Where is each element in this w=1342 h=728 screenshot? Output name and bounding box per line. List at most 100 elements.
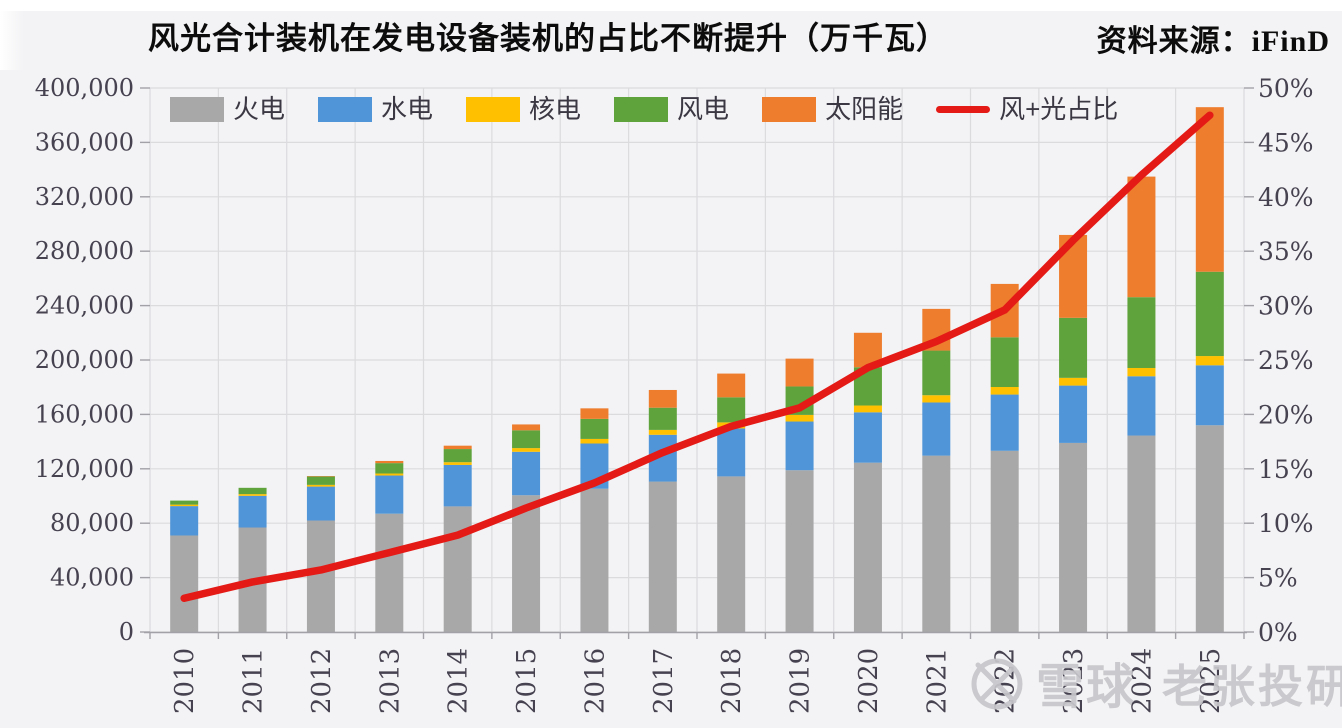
bar-segment-wind — [1059, 317, 1088, 378]
right-axis-tick-label: 35% — [1258, 237, 1314, 266]
right-axis-tick-label: 30% — [1258, 292, 1314, 321]
bar-segment-nuclear — [238, 494, 267, 496]
bar-segment-thermal — [785, 470, 814, 632]
bar-segment-nuclear — [306, 484, 335, 487]
bar-segment-nuclear — [1127, 367, 1156, 377]
year-label: 2013 — [375, 648, 405, 714]
right-axis-tick-label: 40% — [1258, 183, 1314, 212]
legend-item-wind: 风电 — [614, 96, 729, 122]
bar-segment-wind — [306, 476, 335, 485]
bar-segment-wind — [648, 407, 677, 430]
right-axis-labels: 0% 5% 10% 15% 20% 25% 30% 35% 40% 45% 50% — [1258, 74, 1314, 647]
year-label: 2011 — [239, 648, 269, 714]
bar-segment-nuclear — [1195, 356, 1224, 366]
bar-segment-wind — [512, 430, 541, 449]
bar-segment-solar — [512, 424, 541, 431]
left-axis-labels: 0 40,000 80,000 120,000 160,000 200,000 240,00… — [35, 74, 134, 646]
bar-segment-nuclear — [990, 387, 1019, 395]
bar-segment-thermal — [1195, 425, 1224, 632]
legend-swatch-wind — [614, 96, 669, 122]
legend-swatch-ratio-line — [936, 105, 991, 113]
left-axis-tick-label: 120,000 — [35, 455, 134, 483]
bar-segment-wind — [717, 397, 746, 423]
right-axis-tick-label: 20% — [1258, 400, 1314, 429]
left-axis-tick-label: 400,000 — [35, 74, 134, 102]
x-axis — [144, 631, 1247, 639]
legend-label-solar: 太阳能 — [825, 94, 904, 124]
bar-segment-thermal — [1127, 435, 1156, 632]
left-axis-tick-label: 360,000 — [35, 128, 134, 156]
year-label: 2018 — [717, 648, 747, 714]
bar-segment-thermal — [922, 455, 951, 632]
bar-segment-hydro — [922, 402, 951, 456]
bar-segment-hydro — [717, 428, 746, 477]
bar-segment-hydro — [1195, 365, 1224, 426]
year-label: 2017 — [649, 648, 679, 714]
right-axis-tick-label: 15% — [1258, 455, 1314, 484]
bar-segment-solar — [1195, 107, 1224, 272]
data-source: 资料来源：iFinD — [1096, 25, 1330, 58]
legend-swatch-nuclear — [466, 96, 521, 122]
chart-title: 风光合计装机在发电设备装机的占比不断提升（万千瓦） — [148, 21, 948, 56]
right-axis-tick-label: 10% — [1258, 509, 1314, 538]
bar-segment-nuclear — [375, 473, 404, 476]
bar-segment-thermal — [512, 495, 541, 632]
left-axis-tick-label: 0 — [119, 618, 134, 646]
year-label: 2010 — [170, 648, 200, 714]
left-axis-tick-label: 280,000 — [35, 237, 134, 265]
legend-item-ratio-line: 风+光占比 — [936, 96, 1118, 122]
bar-segment-hydro — [170, 506, 199, 536]
x-axis-labels: 2010 2011 2012 2013 2014 2015 2016 2017 2018 2019… — [170, 648, 1226, 714]
bar-segment-solar — [785, 358, 814, 387]
bar-segment-hydro — [785, 421, 814, 471]
bar-segment-wind — [375, 463, 404, 474]
bar-segment-wind — [1195, 271, 1224, 357]
bar-segment-hydro — [375, 475, 404, 514]
background-strip-top — [0, 0, 1342, 11]
legend-swatch-solar — [762, 96, 817, 122]
bar-segment-thermal — [306, 520, 335, 632]
year-label: 2014 — [444, 648, 474, 714]
bar-segment-thermal — [648, 481, 677, 632]
bar-segment-hydro — [990, 394, 1019, 451]
year-label: 2024 — [1127, 648, 1157, 714]
year-label: 2015 — [512, 648, 542, 714]
bar-segment-thermal — [375, 513, 404, 632]
bar-segment-nuclear — [580, 438, 609, 444]
year-label: 2019 — [786, 648, 816, 714]
year-label: 2022 — [991, 648, 1021, 714]
legend-label-hydro: 水电 — [381, 94, 434, 124]
legend-label-wind: 风电 — [677, 94, 730, 124]
legend-item-solar: 太阳能 — [762, 96, 903, 122]
bar-segment-hydro — [443, 464, 472, 507]
bar-segment-wind — [238, 487, 267, 495]
legend-label-nuclear: 核电 — [529, 94, 582, 124]
bar-segment-nuclear — [443, 462, 472, 465]
bar-segment-hydro — [1059, 385, 1088, 443]
bar-segment-nuclear — [1059, 377, 1088, 386]
bar-segment-wind — [170, 500, 199, 505]
bar-segment-nuclear — [785, 414, 814, 422]
right-axis-tick-label: 0% — [1258, 618, 1298, 647]
bar-segment-thermal — [443, 506, 472, 632]
legend-swatch-hydro — [318, 96, 373, 122]
bar-segment-hydro — [1127, 376, 1156, 436]
bar-segment-solar — [443, 445, 472, 450]
bar-segment-nuclear — [170, 504, 199, 507]
left-axis-tick-label: 200,000 — [35, 346, 134, 374]
wind-solar-ratio-line — [180, 111, 1214, 603]
bar-segment-thermal — [990, 450, 1019, 632]
right-axis-tick-label: 25% — [1258, 346, 1314, 375]
left-axis-tick-label: 240,000 — [35, 292, 134, 320]
legend-item-nuclear: 核电 — [466, 96, 581, 122]
year-label: 2020 — [854, 648, 884, 714]
left-axis-tick-label: 160,000 — [35, 400, 134, 428]
right-axis-tick-label: 45% — [1258, 128, 1314, 157]
bar-segment-wind — [443, 449, 472, 463]
bar-segment-hydro — [306, 486, 335, 521]
bar-segment-wind — [922, 350, 951, 396]
bar-segment-thermal — [717, 476, 746, 632]
bar-segment-wind — [1127, 297, 1156, 368]
